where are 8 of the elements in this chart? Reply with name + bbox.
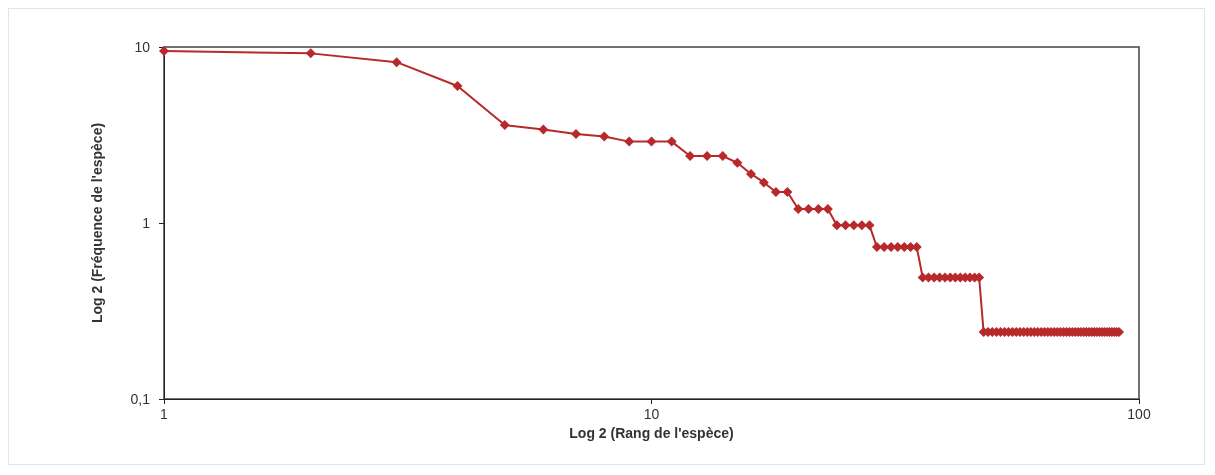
x-tick-label: 10: [643, 406, 660, 422]
x-axis-title: Log 2 (Rang de l'espèce): [569, 424, 734, 441]
y-tick-label: 10: [134, 39, 151, 55]
y-tick-label: 1: [142, 215, 151, 231]
y-axis-title: Log 2 (Fréquence de l'espèce): [89, 122, 105, 324]
x-tick-label: 100: [1127, 406, 1151, 422]
y-tick-label: 0,1: [130, 391, 151, 407]
x-tick-label: 1: [160, 406, 169, 422]
